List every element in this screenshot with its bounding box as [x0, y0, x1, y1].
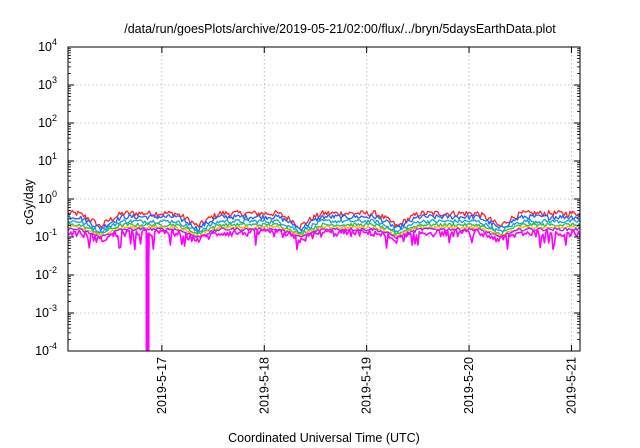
y-tick-label: 10-2	[35, 265, 57, 282]
y-tick-label: 10-3	[35, 303, 57, 320]
x-tick-label: 2019-5-17	[155, 357, 169, 414]
chart-title: /data/run/goesPlots/archive/2019-05-21/0…	[124, 22, 556, 36]
y-tick-label: 100	[38, 189, 57, 206]
x-tick-label: 2019-5-19	[360, 357, 374, 414]
y-tick-label: 103	[38, 75, 57, 92]
x-tick-label: 2019-5-20	[462, 357, 476, 414]
grid-lines	[68, 47, 580, 351]
y-tick-label: 101	[38, 151, 57, 168]
x-axis: 2019-5-17 2019-5-18 2019-5-19 2019-5-20 2019…	[155, 47, 578, 414]
y-tick-label: 102	[38, 113, 57, 130]
series-group	[67, 209, 581, 352]
y-axis-label: cGy/day	[22, 178, 36, 225]
y-tick-label: 104	[38, 37, 57, 54]
series-line-2	[67, 213, 581, 232]
y-tick-label: 10-1	[35, 227, 57, 244]
y-tick-label: 10-4	[35, 341, 57, 358]
series-line-7	[67, 228, 581, 352]
x-tick-label: 2019-5-21	[564, 357, 578, 414]
series-line-6	[67, 227, 581, 240]
x-axis-label: Coordinated Universal Time (UTC)	[228, 431, 420, 445]
series-line-1	[67, 209, 581, 230]
series-line-4	[67, 222, 581, 237]
series-spike	[145, 232, 150, 351]
x-tick-label: 2019-5-18	[257, 357, 271, 414]
